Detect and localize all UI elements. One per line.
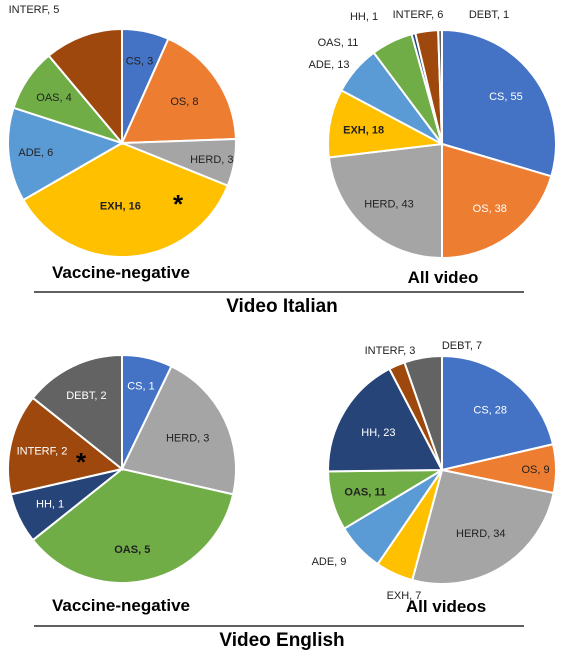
pie-caption: All videos (406, 597, 486, 616)
pie-chart-4: CS, 28 OS, 9 HERD, 34 EXH, 7 ADE, 9 OAS, 11 HH… (312, 340, 557, 616)
slice-label-interf: INTERF, 3 (365, 345, 416, 357)
pie-slice-debt (31, 353, 123, 472)
slice-label-cs: CS, 28 (473, 404, 507, 416)
pie-slice-os (441, 142, 553, 260)
pie-slice-oas (31, 467, 235, 584)
pie-slice-cs (441, 354, 555, 472)
pie-slice-interf (47, 27, 123, 146)
slice-label-oas: OAS, 5 (114, 544, 150, 556)
slice-label-exh: EXH, 18 (343, 124, 384, 136)
slice-label-debt: DEBT, 2 (66, 390, 106, 402)
pie-slice-herd (327, 142, 443, 260)
pie-slice-ade (7, 106, 125, 202)
slice-label-cs: CS, 1 (127, 381, 155, 393)
slice-label-ade: ADE, 13 (309, 59, 350, 71)
pie-chart-3: CS, 1 HERD, 3 OAS, 5 HH, 1 INTERF, 2 DEBT, 2 *… (7, 353, 237, 615)
pie-slice-interf (7, 396, 125, 496)
pie-chart-2: CS, 55 OS, 38 HERD, 43 EXH, 18 ADE, 13 OAS, 1… (309, 9, 557, 287)
slice-label-oas: OAS, 11 (318, 37, 359, 49)
slice-label-hh: HH, 1 (350, 11, 378, 23)
slice-label-herd: HERD, 3 (166, 432, 209, 444)
pie-chart-1: CS, 3 OS, 8 HERD, 3 EXH, 16 ADE, 6 OAS, 4 INTE… (7, 4, 237, 282)
slice-label-debt: DEBT, 1 (469, 9, 509, 21)
pie-slice-debt (437, 28, 443, 145)
slice-label-oas: OAS, 4 (36, 92, 71, 104)
slice-label-cs: CS, 3 (126, 56, 154, 68)
pie-slice-herd (411, 468, 555, 585)
slice-label-oas: OAS, 11 (344, 487, 386, 499)
pie-slice-hh (327, 367, 444, 473)
slice-label-os: OS, 9 (521, 464, 549, 476)
slice-label-cs: CS, 55 (489, 91, 523, 103)
group-title-video-english: Video English (219, 630, 344, 651)
significance-star: * (76, 447, 87, 477)
pie-caption: Vaccine-negative (52, 596, 190, 615)
slice-label-os: OS, 38 (473, 203, 507, 215)
slice-label-exh: EXH, 16 (100, 201, 141, 213)
slice-label-hh: HH, 23 (361, 427, 395, 439)
slice-label-herd: HERD, 34 (456, 528, 506, 540)
slice-label-interf: INTERF, 5 (9, 4, 60, 16)
pie-slice-herd (120, 364, 237, 496)
slice-label-hh: HH, 1 (36, 499, 64, 511)
slice-label-herd: HERD, 43 (364, 199, 414, 211)
slice-label-ade: ADE, 6 (18, 147, 53, 159)
significance-star: * (173, 189, 184, 219)
slice-label-herd: HERD, 3 (190, 154, 233, 166)
pie-caption: All video (408, 268, 479, 287)
pie-caption: Vaccine-negative (52, 263, 190, 282)
pie-slice-debt (403, 354, 443, 471)
slice-label-interf: INTERF, 2 (17, 446, 68, 458)
slice-label-debt: DEBT, 7 (442, 340, 482, 352)
slice-label-exh: EXH, 7 (387, 590, 422, 602)
slice-label-os: OS, 8 (170, 96, 198, 108)
pie-slice-os (120, 37, 237, 145)
pie-slice-cs (441, 28, 557, 178)
slice-label-ade: ADE, 9 (312, 556, 347, 568)
group-title-video-italian: Video Italian (226, 296, 338, 317)
slice-label-interf: INTERF, 6 (393, 9, 444, 21)
